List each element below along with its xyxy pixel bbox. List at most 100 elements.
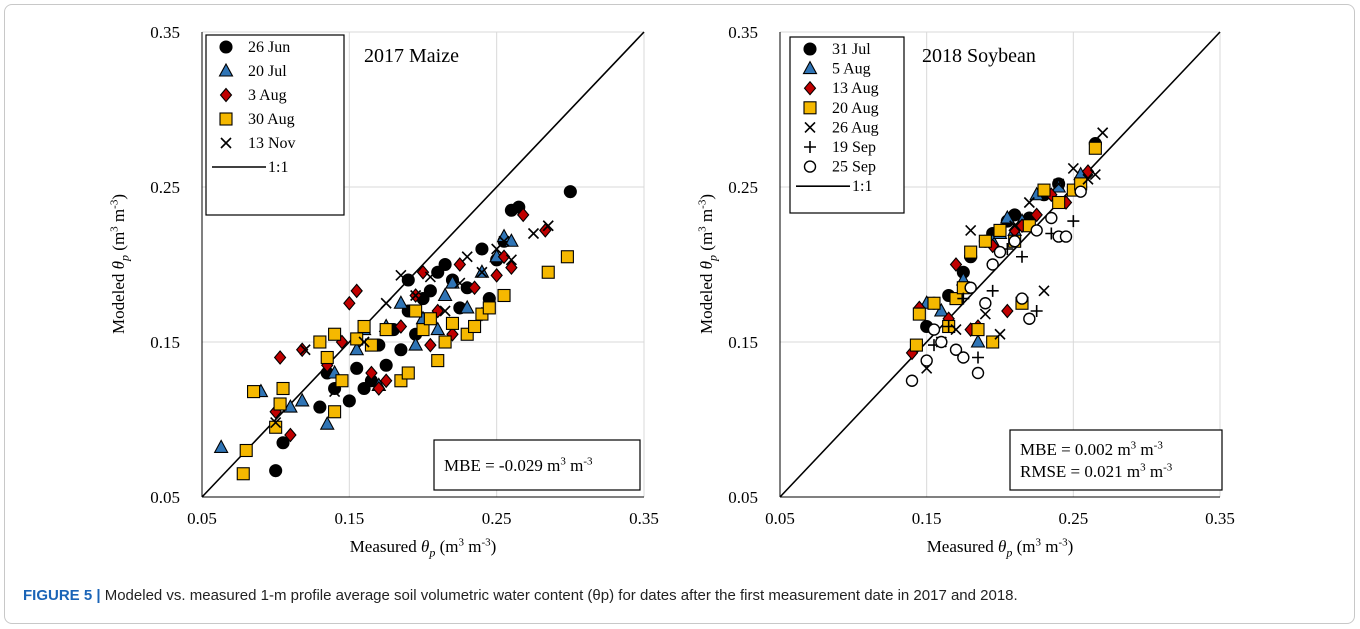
- data-point: [999, 209, 1015, 224]
- data-point: [461, 251, 473, 263]
- data-point: [905, 374, 919, 387]
- data-point: [1015, 292, 1029, 305]
- data-point: [490, 267, 503, 283]
- data-point: [1030, 207, 1043, 223]
- annotation-text: RMSE = 0.021 m3​ m-3​: [1020, 462, 1173, 481]
- legend-marker: [803, 80, 817, 96]
- y-tick-label: 0.25: [728, 178, 758, 197]
- data-point: [313, 335, 327, 349]
- data-point: [1074, 185, 1087, 198]
- data-point: [942, 320, 955, 333]
- data-point: [438, 335, 452, 349]
- data-point: [401, 273, 415, 287]
- data-point: [273, 350, 287, 365]
- data-point: [329, 386, 341, 398]
- series-25-sep: [905, 185, 1087, 387]
- legend-marker: [219, 40, 233, 54]
- data-point: [247, 385, 261, 399]
- x-tick-label: 0.15: [912, 509, 942, 528]
- legend-label: 26 Jun: [248, 39, 290, 56]
- legend-marker: [802, 60, 818, 75]
- data-point: [282, 398, 298, 413]
- data-point: [979, 308, 991, 320]
- data-point: [350, 361, 364, 375]
- data-point: [454, 277, 466, 289]
- data-point: [1067, 215, 1080, 228]
- legend-label: 20 Aug: [832, 100, 879, 117]
- data-point: [1045, 211, 1058, 225]
- legend-label: 31 Jul: [832, 41, 871, 58]
- data-point: [971, 366, 985, 380]
- scatter-plot-2018-soybean: 0.05 0.15 0.25 0.35 0.05 0.15 0.25 0.35 Measured…: [697, 23, 1235, 559]
- data-point: [927, 323, 941, 336]
- data-point: [424, 271, 436, 283]
- data-point: [395, 269, 407, 281]
- data-point: [328, 405, 342, 419]
- data-point: [482, 301, 496, 315]
- data-point: [358, 336, 370, 348]
- data-point: [1051, 178, 1067, 193]
- one-to-one-line: [779, 31, 1221, 498]
- legend-label: 13 Aug: [832, 80, 879, 97]
- data-point: [497, 288, 511, 303]
- y-axis-title: Modeled θp​ (m3​ m-3​): [697, 194, 720, 334]
- data-point: [350, 332, 364, 346]
- figure-frame: [4, 4, 1355, 624]
- data-point: [276, 436, 290, 450]
- legend-label: 19 Sep: [832, 139, 876, 156]
- data-point: [1052, 195, 1066, 210]
- data-point: [364, 338, 378, 352]
- data-point: [342, 394, 356, 408]
- data-point: [236, 467, 250, 481]
- legend-marker: [218, 62, 234, 77]
- data-point: [935, 335, 948, 349]
- legend-label: 1:1: [852, 178, 872, 195]
- data-point: [949, 257, 963, 272]
- data-point: [993, 223, 1007, 237]
- data-point: [423, 312, 437, 326]
- data-point: [468, 280, 481, 296]
- data-point: [239, 443, 253, 458]
- scatter-plot-2017-maize: 0.05 0.15 0.25 0.35 0.05 0.15 0.25 0.35 Measured…: [109, 23, 659, 559]
- data-point: [1081, 164, 1095, 179]
- legend-marker: [219, 112, 233, 126]
- legend: 31 Jul 5 Aug 13 Aug 20 Aug 26 Aug 19 Sep 25 Se…: [789, 36, 905, 214]
- legend-marker: [803, 42, 817, 56]
- data-point: [320, 350, 334, 365]
- data-point: [986, 284, 999, 297]
- chart-title: 2017 Maize: [364, 45, 459, 67]
- data-point: [445, 316, 460, 330]
- data-point: [909, 338, 923, 352]
- data-point: [978, 234, 992, 248]
- legend-label: 1:1: [268, 159, 288, 176]
- data-point: [439, 305, 451, 317]
- one-to-one-line: [201, 31, 645, 498]
- y-tick-label: 0.15: [150, 333, 180, 352]
- data-point: [379, 323, 393, 337]
- data-point: [949, 343, 963, 356]
- data-point: [379, 358, 393, 372]
- data-point: [505, 254, 517, 266]
- data-point: [380, 297, 392, 309]
- data-point: [505, 260, 518, 275]
- y-tick-label: 0.35: [150, 23, 180, 42]
- data-point: [542, 220, 554, 232]
- legend-label: 30 Aug: [248, 111, 295, 128]
- data-point: [516, 207, 530, 223]
- annotation-text: MBE = -0.029 m3​ m-3​: [444, 456, 593, 475]
- data-point: [350, 283, 363, 299]
- data-point: [1088, 141, 1102, 155]
- legend-marker: [803, 160, 817, 173]
- data-point: [1016, 250, 1028, 263]
- annotation-box: [1009, 429, 1223, 491]
- data-point: [971, 323, 985, 337]
- data-point: [416, 264, 430, 280]
- data-point: [424, 337, 437, 353]
- data-point: [335, 374, 349, 388]
- x-tick-label: 0.05: [187, 509, 217, 528]
- data-point: [445, 274, 460, 289]
- data-point: [1059, 230, 1073, 243]
- data-point: [970, 333, 986, 348]
- data-point: [365, 365, 378, 381]
- data-point: [269, 420, 283, 434]
